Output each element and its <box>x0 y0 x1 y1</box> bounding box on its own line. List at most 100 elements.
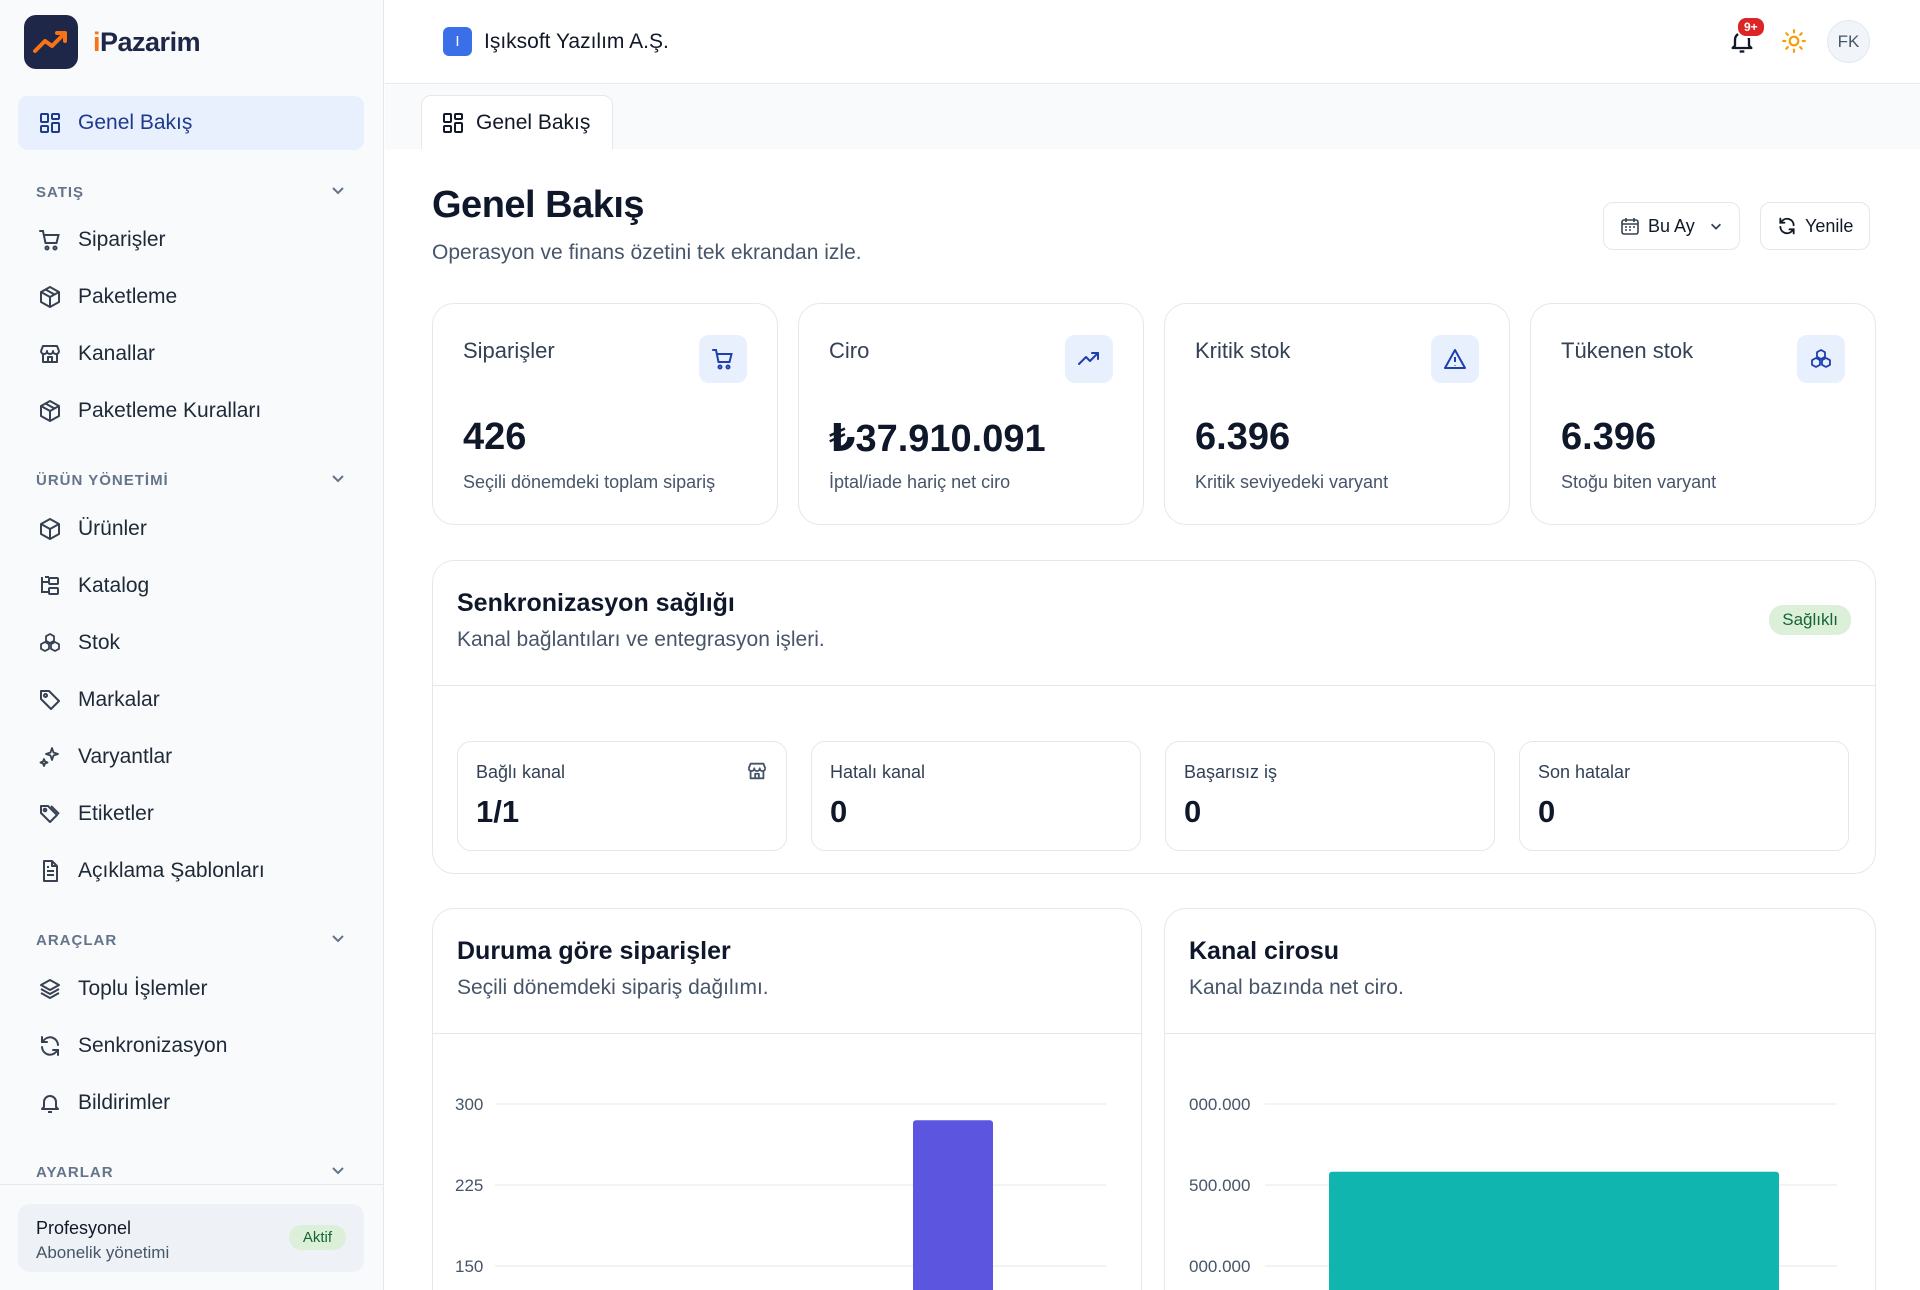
sidebar-item-label: Varyantlar <box>78 745 173 768</box>
stat-label: Bağlı kanal <box>476 762 566 782</box>
chart-bar[interactable] <box>1329 1171 1779 1290</box>
calendar-icon <box>1620 216 1640 236</box>
stat-value: 0 <box>1184 794 1202 829</box>
plan-name: Profesyonel <box>36 1218 132 1238</box>
sparkles-icon <box>36 743 64 771</box>
sidebar-item-label: Senkronizasyon <box>78 1034 228 1057</box>
sidebar-item-label: Markalar <box>78 688 160 711</box>
plan-status-badge: Aktif <box>288 1225 346 1250</box>
box-icon <box>36 515 64 543</box>
orders-bar-chart: 300 225 150 <box>455 1095 1106 1290</box>
refresh-label: Yenile <box>1805 215 1854 236</box>
tree-icon <box>36 572 64 600</box>
y-tick-label: 000.000 <box>1189 1095 1250 1114</box>
orders-by-status-panel: Duruma göre siparişler Seçili dönemdeki … <box>432 908 1142 1290</box>
sidebar-item-notifications[interactable]: Bildirimler <box>18 1076 364 1130</box>
chevron-down-icon <box>330 182 346 202</box>
brand-name: iPazarim <box>93 26 201 57</box>
company-switcher[interactable]: I Işıksoft Yazılım A.Ş. <box>443 27 669 56</box>
section-label: AYARLAR <box>36 1163 114 1181</box>
panel-title: Duruma göre siparişler <box>457 937 731 965</box>
y-tick-label: 225 <box>455 1176 483 1195</box>
cart-icon <box>36 226 64 254</box>
sidebar-item-packaging[interactable]: Paketleme <box>18 270 364 324</box>
app-logo[interactable]: iPazarim <box>24 15 201 69</box>
subscription-card[interactable]: Profesyonel Abonelik yönetimi Aktif <box>18 1204 364 1272</box>
company-name: Işıksoft Yazılım A.Ş. <box>484 29 669 53</box>
theme-toggle-button[interactable] <box>1779 26 1809 56</box>
sidebar-item-labels[interactable]: Etiketler <box>18 787 364 841</box>
section-tools[interactable]: ARAÇLAR <box>36 926 346 954</box>
grid-icon <box>36 109 64 137</box>
layers-icon <box>36 975 64 1003</box>
sidebar: iPazarim Genel Bakış SATIŞ Siparişler Pa… <box>0 0 384 1290</box>
tab-overview[interactable]: Genel Bakış <box>421 95 613 149</box>
sidebar-item-description-templates[interactable]: Açıklama Şablonları <box>18 844 364 898</box>
boxes-icon <box>1797 335 1845 383</box>
stat-label: Başarısız iş <box>1184 762 1278 782</box>
kpi-label: Siparişler <box>463 338 555 363</box>
chevron-down-icon <box>330 930 346 950</box>
stat-failed-channels[interactable]: Hatalı kanal 0 <box>811 741 1141 851</box>
stat-failed-jobs[interactable]: Başarısız iş 0 <box>1165 741 1495 851</box>
stat-recent-errors[interactable]: Son hatalar 0 <box>1519 741 1849 851</box>
kpi-subtitle: Stoğu biten varyant <box>1561 472 1717 492</box>
section-sales[interactable]: SATIŞ <box>36 178 346 206</box>
section-label: SATIŞ <box>36 183 85 201</box>
sidebar-item-label: Toplu İşlemler <box>78 977 208 1000</box>
boxes-icon <box>36 629 64 657</box>
sidebar-item-variants[interactable]: Varyantlar <box>18 730 364 784</box>
sidebar-item-label: Stok <box>78 631 121 654</box>
sidebar-item-label: Kanallar <box>78 342 156 365</box>
sidebar-item-overview[interactable]: Genel Bakış <box>18 96 364 150</box>
kpi-value: 6.396 <box>1561 416 1657 458</box>
panel-divider <box>433 1033 1141 1034</box>
sidebar-item-packaging-rules[interactable]: Paketleme Kuralları <box>18 384 364 438</box>
kpi-value: ₺37.910.091 <box>829 418 1046 460</box>
sidebar-item-products[interactable]: Ürünler <box>18 502 364 556</box>
kpi-card-revenue[interactable]: Ciro ₺37.910.091 İptal/iade hariç net ci… <box>798 303 1144 525</box>
kpi-card-critical-stock[interactable]: Kritik stok 6.396 Kritik seviyedeki vary… <box>1164 303 1510 525</box>
document-icon <box>36 857 64 885</box>
sync-health-panel: Senkronizasyon sağlığı Kanal bağlantılar… <box>432 560 1876 874</box>
period-select[interactable]: Bu Ay <box>1603 202 1740 250</box>
section-settings[interactable]: AYARLAR <box>36 1158 346 1186</box>
stat-value: 0 <box>830 794 848 829</box>
kpi-card-out-of-stock[interactable]: Tükenen stok 6.396 Stoğu biten varyant <box>1530 303 1876 525</box>
tab-strip: Genel Bakış <box>385 85 1920 149</box>
package-icon <box>36 283 64 311</box>
sidebar-item-label: Katalog <box>78 574 150 597</box>
kpi-card-orders[interactable]: Siparişler 426 Seçili dönemdeki toplam s… <box>432 303 778 525</box>
tag-icon <box>36 686 64 714</box>
stat-value: 1/1 <box>476 794 520 829</box>
sidebar-item-label: Bildirimler <box>78 1091 171 1114</box>
stat-connected-channels[interactable]: Bağlı kanal 1/1 <box>457 741 787 851</box>
cart-icon <box>699 335 747 383</box>
sidebar-item-label: Açıklama Şablonları <box>78 859 265 882</box>
section-product-management[interactable]: ÜRÜN YÖNETİMİ <box>36 466 346 494</box>
refresh-button[interactable]: Yenile <box>1760 202 1871 250</box>
chart-bar[interactable] <box>913 1120 993 1290</box>
sidebar-item-stock[interactable]: Stok <box>18 616 364 670</box>
tab-label: Genel Bakış <box>476 110 591 134</box>
y-tick-label: 300 <box>455 1095 483 1114</box>
revenue-bar-chart: 000.000 500.000 000.000 <box>1189 1095 1837 1290</box>
section-label: ARAÇLAR <box>36 931 118 949</box>
sidebar-item-label: Ürünler <box>78 517 147 540</box>
sidebar-item-orders[interactable]: Siparişler <box>18 213 364 267</box>
sidebar-item-channels[interactable]: Kanallar <box>18 327 364 381</box>
sidebar-item-synchronization[interactable]: Senkronizasyon <box>18 1019 364 1073</box>
topbar: I Işıksoft Yazılım A.Ş. 9+ FK <box>385 0 1920 84</box>
sidebar-item-catalog[interactable]: Katalog <box>18 559 364 613</box>
trending-up-icon <box>1065 335 1113 383</box>
sidebar-item-label: Paketleme <box>78 285 178 308</box>
panel-subtitle: Seçili dönemdeki sipariş dağılımı. <box>457 976 769 999</box>
panel-title: Senkronizasyon sağlığı <box>457 589 735 617</box>
sidebar-item-bulk-operations[interactable]: Toplu İşlemler <box>18 962 364 1016</box>
sidebar-item-label: Siparişler <box>78 228 166 251</box>
kpi-label: Tükenen stok <box>1561 338 1694 363</box>
logo-chart-icon <box>24 15 78 69</box>
user-avatar[interactable]: FK <box>1827 20 1870 63</box>
sidebar-item-brands[interactable]: Markalar <box>18 673 364 727</box>
chevron-down-icon <box>1709 219 1723 233</box>
